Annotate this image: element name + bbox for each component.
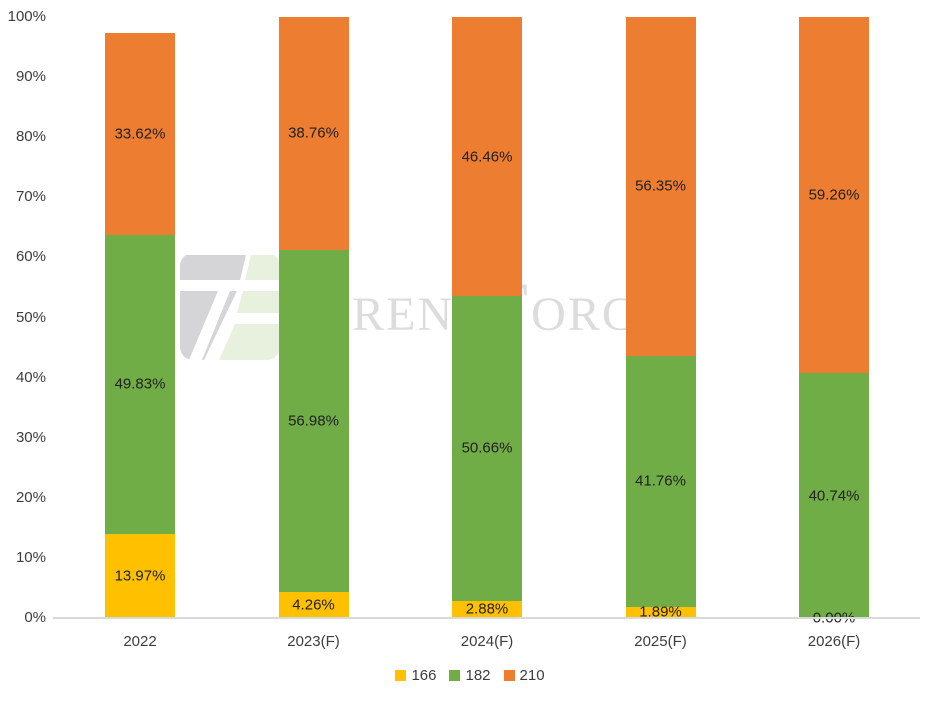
- x-axis-label-2026(F): 2026(F): [807, 633, 861, 650]
- bar-segment-label-166: 1.89%: [639, 603, 682, 621]
- bar-segment-label-166: 2.88%: [465, 600, 509, 618]
- y-axis-tick-label: 100%: [7, 8, 46, 25]
- legend-swatch-icon: [503, 669, 515, 681]
- bar-segment-label-182: 41.76%: [635, 472, 686, 490]
- legend-item-210: 210: [503, 666, 545, 684]
- trendforce-logo-icon: [180, 253, 280, 360]
- bar-segment-210: [105, 32, 175, 235]
- bar-segment-label-210: 46.46%: [461, 148, 513, 166]
- bar-segment-182: [105, 234, 175, 535]
- bar-segment-label-182: 56.98%: [288, 412, 339, 430]
- x-axis-line: [53, 617, 920, 619]
- legend-item-182: 182: [449, 666, 491, 684]
- bar-segment-210: [625, 17, 696, 356]
- bar-segment-label-166: 13.97%: [114, 567, 166, 585]
- bar-segment-label-182: 40.74%: [808, 487, 860, 505]
- bar-segment-label-166: 4.26%: [292, 596, 335, 614]
- bar-column-2022: 13.97% 49.83% 33.62%: [105, 0, 175, 618]
- y-axis-tick-label: 70%: [15, 188, 46, 206]
- y-axis-tick-label: 80%: [15, 128, 46, 146]
- bar-segment-166: [278, 592, 349, 618]
- legend-swatch-icon: [449, 669, 461, 681]
- y-axis-tick-label: 60%: [15, 248, 46, 266]
- bar-segment-label-210: 56.35%: [635, 177, 686, 195]
- x-axis-label-2023(F): 2023(F): [287, 633, 340, 650]
- bar-segment-182: [278, 249, 349, 593]
- bar-segment-210: [452, 17, 522, 297]
- bar-segment-label-210: 59.26%: [808, 186, 860, 204]
- bar-segment-166: [105, 534, 175, 618]
- bar-column-2026(F): 0.00% 40.74% 59.26%: [799, 0, 869, 627]
- bar-segment-182: [452, 296, 522, 601]
- bar-column-2024(F): 2.88% 50.66% 46.46%: [452, 0, 522, 618]
- bar-segment-210: [278, 17, 349, 250]
- x-axis-label-2024(F): 2024(F): [460, 633, 514, 650]
- y-axis-tick-label: 40%: [15, 368, 46, 386]
- y-axis-tick-label: 10%: [15, 548, 46, 566]
- chart-legend: 166 182 210: [0, 664, 940, 686]
- bar-segment-label-210: 33.62%: [114, 125, 166, 143]
- bar-segment-182: [799, 373, 869, 618]
- x-axis-label-2025(F): 2025(F): [634, 633, 687, 650]
- bar-column-2023(F): 4.26% 56.98% 38.76%: [278, 0, 349, 618]
- bar-segment-210: [799, 17, 869, 374]
- y-axis-tick-label: 20%: [15, 488, 46, 506]
- legend-label: 166: [411, 666, 437, 684]
- y-axis-tick-label: 0%: [24, 609, 46, 626]
- x-axis-label-2022: 2022: [123, 633, 157, 650]
- legend-label: 182: [465, 666, 491, 684]
- legend-label: 210: [519, 666, 545, 684]
- y-axis-tick-label: 50%: [15, 308, 46, 326]
- bar-segment-label-182: 50.66%: [461, 439, 513, 457]
- legend-swatch-icon: [395, 669, 407, 681]
- bar-segment-166: [452, 600, 522, 618]
- bar-segment-166: [625, 606, 696, 618]
- bar-segment-label-210: 38.76%: [288, 124, 339, 142]
- bar-segment-label-182: 49.83%: [114, 375, 166, 393]
- bar-segment-182: [625, 355, 696, 607]
- y-axis-tick-label: 90%: [15, 68, 46, 86]
- legend-item-166: 166: [395, 667, 436, 684]
- y-axis-tick-label: 30%: [15, 428, 46, 446]
- bar-column-2025(F): 1.89% 41.76% 56.35%: [625, 0, 696, 621]
